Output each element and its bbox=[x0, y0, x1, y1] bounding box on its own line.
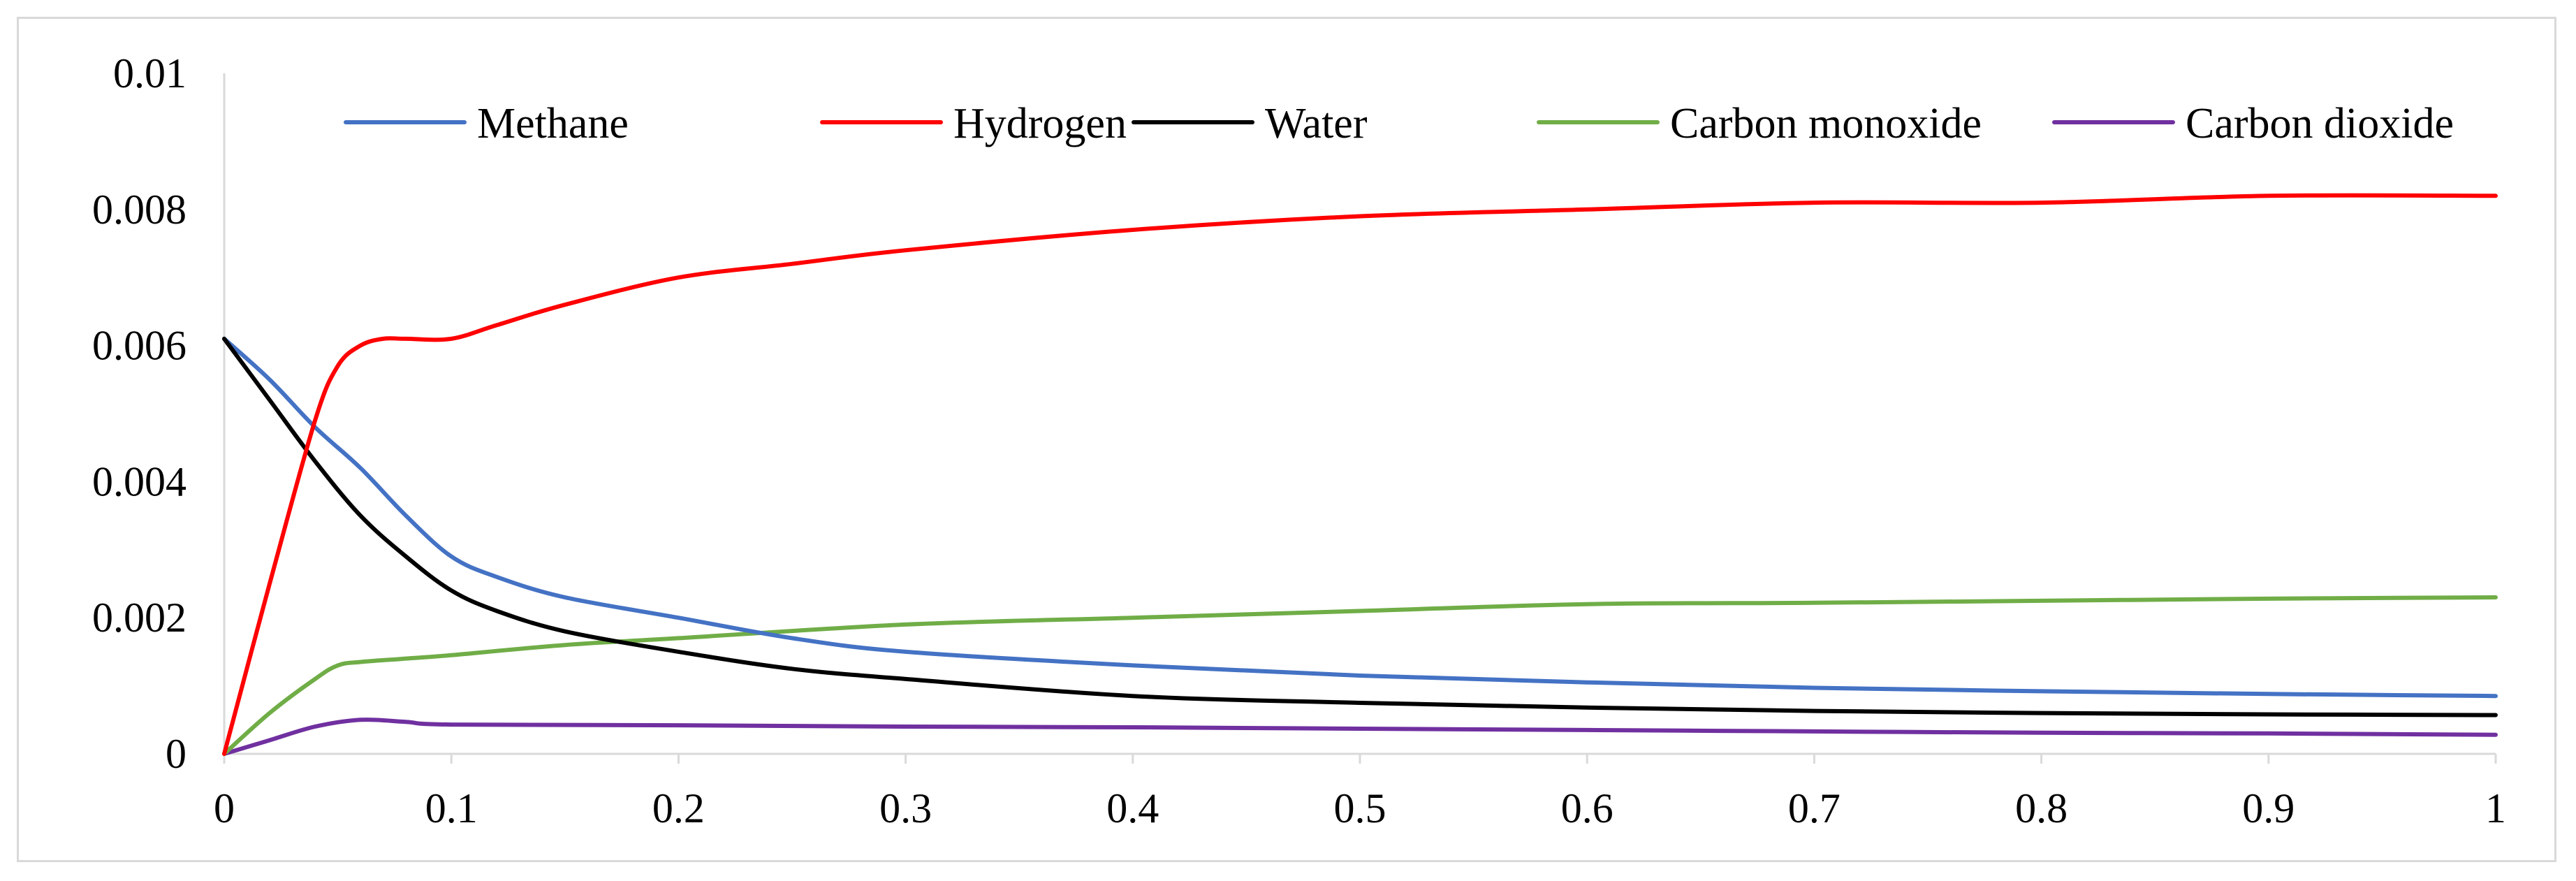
legend-label: Carbon monoxide bbox=[1670, 100, 1982, 147]
line-chart: 0 0.1 0.2 0.3 0.4 0.5 0.6 0.7 0.8 0.9 1 0 0.002 0.004… bbox=[92, 50, 2506, 831]
axes: 0 0.1 0.2 0.3 0.4 0.5 0.6 0.7 0.8 0.9 1 0 0.002 0.004… bbox=[92, 50, 2506, 831]
y-tick-label: 0.008 bbox=[92, 187, 186, 233]
series-lines bbox=[222, 193, 2498, 756]
y-tick-label: 0.002 bbox=[92, 595, 186, 641]
legend-label: Hydrogen bbox=[953, 100, 1127, 147]
x-tick-label: 0.3 bbox=[879, 785, 932, 831]
series-line-methane bbox=[222, 336, 2498, 699]
series-line-water bbox=[222, 336, 2498, 718]
x-tick-label: 0.6 bbox=[1561, 785, 1613, 831]
x-tick-label: 0.9 bbox=[2242, 785, 2295, 831]
x-tick-label: 1 bbox=[2485, 785, 2506, 831]
legend-item-water: Water bbox=[1132, 100, 1368, 147]
series-line-hydrogen bbox=[222, 193, 2498, 756]
x-tick-label: 0.2 bbox=[652, 785, 705, 831]
y-tick-label: 0.01 bbox=[113, 50, 186, 96]
x-tick-label: 0.1 bbox=[425, 785, 478, 831]
x-tick-label: 0.8 bbox=[2015, 785, 2068, 831]
legend-item-methane: Methane bbox=[344, 100, 629, 147]
x-tick-label: 0.7 bbox=[1788, 785, 1840, 831]
legend: Methane Hydrogen Water Carbon monoxide Carbo… bbox=[344, 100, 2454, 147]
y-tick-label: 0.004 bbox=[92, 458, 186, 504]
legend-label: Carbon dioxide bbox=[2186, 100, 2454, 147]
legend-item-carbon-dioxide: Carbon dioxide bbox=[2052, 100, 2454, 147]
series-line-carbon-monoxide bbox=[222, 595, 2498, 756]
legend-item-carbon-monoxide: Carbon monoxide bbox=[1537, 100, 1982, 147]
x-tick-label: 0.4 bbox=[1106, 785, 1159, 831]
legend-item-hydrogen: Hydrogen bbox=[820, 100, 1127, 147]
legend-label: Water bbox=[1265, 100, 1368, 147]
x-tick-label: 0 bbox=[214, 785, 235, 831]
chart-frame: 0 0.1 0.2 0.3 0.4 0.5 0.6 0.7 0.8 0.9 1 0 0.002 0.004… bbox=[17, 17, 2556, 862]
x-tick-label: 0.5 bbox=[1334, 785, 1386, 831]
y-tick-label: 0.006 bbox=[92, 323, 186, 369]
y-tick-label: 0 bbox=[166, 731, 186, 777]
series-line-carbon-dioxide bbox=[222, 718, 2498, 756]
legend-label: Methane bbox=[477, 100, 629, 147]
